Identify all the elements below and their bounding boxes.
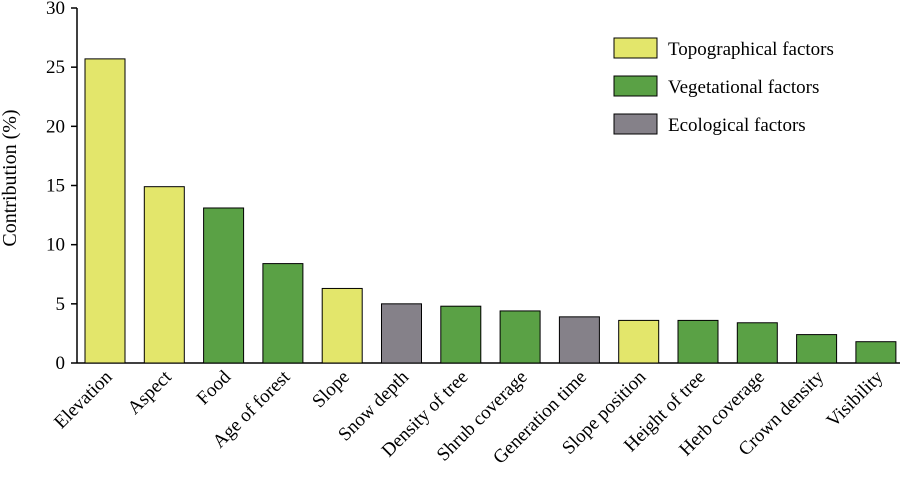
legend-label-topographical-factors: Topographical factors bbox=[668, 39, 834, 60]
x-tick-label-aspect: Aspect bbox=[124, 366, 177, 419]
legend-swatch-topographical-factors bbox=[613, 37, 658, 59]
bar-age-of-forest bbox=[262, 263, 304, 364]
bar-aspect bbox=[143, 186, 185, 364]
bar-generation-time bbox=[558, 316, 600, 364]
legend-swatch-ecological-factors bbox=[613, 113, 658, 135]
bar-herb-coverage bbox=[736, 322, 778, 364]
bar-slope bbox=[321, 287, 363, 364]
bar-visibility bbox=[855, 341, 897, 364]
y-tick-label: 15 bbox=[46, 176, 65, 197]
bar-slope-position bbox=[618, 319, 660, 364]
bar-shrub-coverage bbox=[499, 310, 541, 364]
bar-density-of-tree bbox=[440, 305, 482, 364]
bars bbox=[84, 58, 897, 364]
y-axis-title: Contribution (%) bbox=[0, 109, 21, 246]
y-tick-label: 0 bbox=[56, 353, 66, 374]
legend-label-vegetational-factors: Vegetational factors bbox=[668, 77, 819, 98]
bar-snow-depth bbox=[381, 303, 422, 364]
y-tick-label: 10 bbox=[46, 235, 65, 256]
y-tick-label: 5 bbox=[56, 294, 66, 315]
y-tick-label: 25 bbox=[46, 57, 65, 78]
y-tick-label: 20 bbox=[46, 116, 65, 137]
bar-height-of-tree bbox=[677, 319, 719, 364]
bar-crown-density bbox=[796, 334, 838, 364]
x-tick-label-visibility: Visibility bbox=[823, 366, 888, 431]
x-tick-label-elevation: Elevation bbox=[50, 366, 117, 433]
legend-swatch-vegetational-factors bbox=[613, 75, 658, 97]
bar-elevation bbox=[84, 58, 126, 364]
y-axis: 0 5 10 15 20 25 30 bbox=[46, 0, 78, 374]
legend: Topographical factors Vegetational factor… bbox=[613, 37, 834, 136]
legend-label-ecological-factors: Ecological factors bbox=[668, 115, 806, 136]
x-tick-label-food: Food bbox=[193, 366, 236, 409]
y-tick-label: 30 bbox=[46, 0, 65, 19]
bar-food bbox=[203, 207, 245, 364]
x-tick-label-slope: Slope bbox=[308, 367, 353, 412]
